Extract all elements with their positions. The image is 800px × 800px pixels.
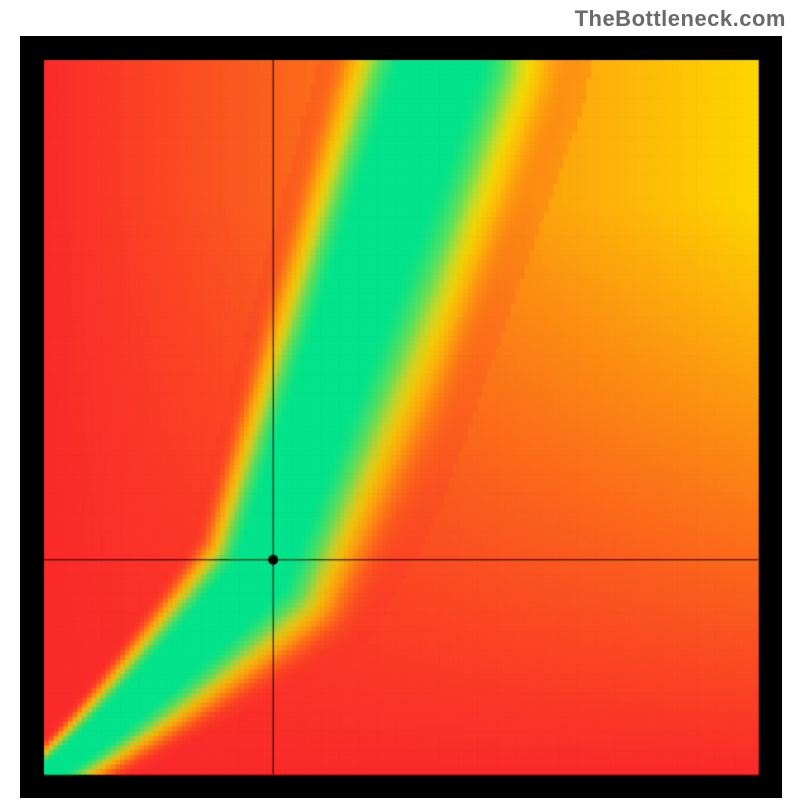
heatmap-canvas (20, 36, 782, 798)
heatmap-plot (20, 36, 782, 798)
watermark-text: TheBottleneck.com (575, 6, 786, 32)
